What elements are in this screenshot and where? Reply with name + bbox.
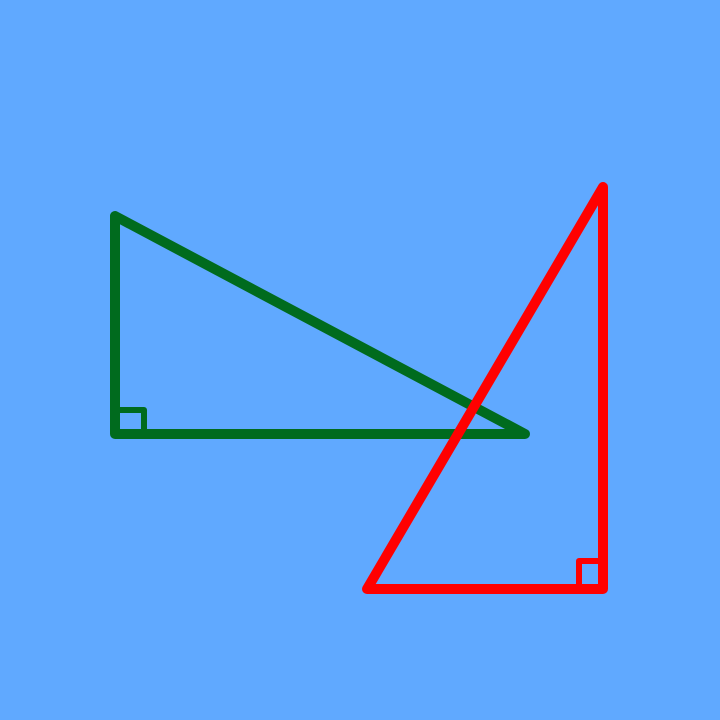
red-right-triangle — [362, 182, 608, 594]
red-triangle-outline — [362, 182, 608, 594]
green-right-angle-marker — [112, 407, 147, 437]
green-triangle-outline — [110, 211, 530, 439]
red-right-angle-marker — [576, 558, 606, 592]
green-right-triangle — [110, 211, 530, 439]
